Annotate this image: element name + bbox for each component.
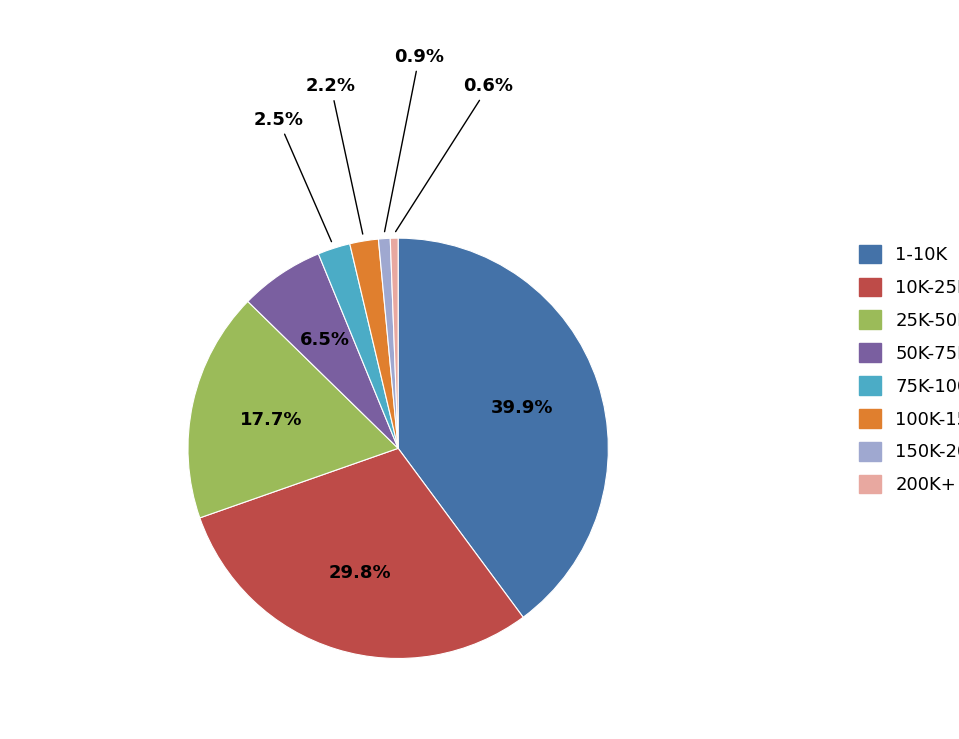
Wedge shape xyxy=(188,302,398,518)
Legend: 1-10K, 10K-25K, 25K-50K, 50K-75K, 75K-100K, 100K-150K, 150K-200K, 200K+: 1-10K, 10K-25K, 25K-50K, 50K-75K, 75K-10… xyxy=(859,245,959,494)
Text: 17.7%: 17.7% xyxy=(240,411,302,429)
Text: 0.9%: 0.9% xyxy=(385,48,444,231)
Wedge shape xyxy=(398,238,608,617)
Wedge shape xyxy=(379,238,398,449)
Wedge shape xyxy=(350,239,398,449)
Text: 2.2%: 2.2% xyxy=(306,77,363,234)
Text: 29.8%: 29.8% xyxy=(329,564,391,582)
Wedge shape xyxy=(390,238,398,449)
Wedge shape xyxy=(318,244,398,449)
Text: 39.9%: 39.9% xyxy=(491,398,553,417)
Wedge shape xyxy=(247,254,398,449)
Text: 6.5%: 6.5% xyxy=(300,331,350,350)
Text: 2.5%: 2.5% xyxy=(253,111,332,242)
Text: 0.6%: 0.6% xyxy=(396,77,513,231)
Wedge shape xyxy=(199,449,524,658)
